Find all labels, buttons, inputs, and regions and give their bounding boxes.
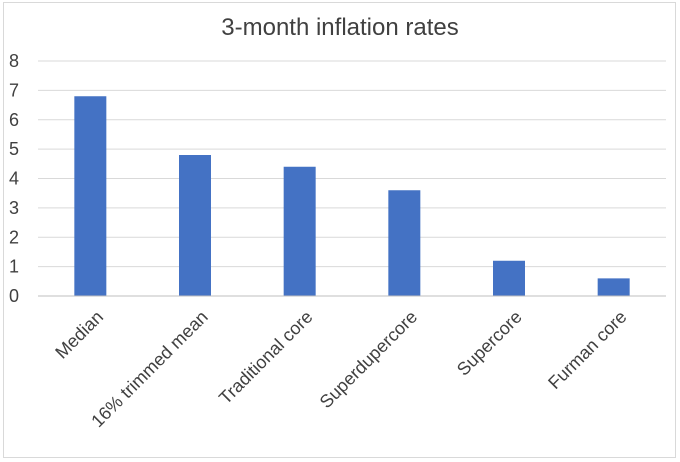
x-category-label: Supercore	[453, 307, 526, 380]
x-category-label: Superdupercore	[316, 307, 421, 412]
gridlines	[38, 60, 666, 268]
bar-superdupercore	[388, 190, 421, 296]
bar-16-trimmed-mean	[179, 155, 211, 296]
bar-traditional-core	[283, 166, 316, 296]
y-tick-label: 0	[9, 286, 19, 306]
y-tick-label: 7	[9, 80, 19, 100]
y-tick-label: 8	[9, 51, 19, 71]
x-category-label: Median	[51, 307, 107, 363]
y-tick-label: 6	[9, 110, 19, 130]
y-tick-label: 1	[9, 257, 19, 277]
x-category-label: Traditional core	[215, 307, 316, 408]
y-tick-label: 2	[9, 227, 19, 247]
chart-frame	[3, 2, 676, 458]
chart-title: 3-month inflation rates	[221, 14, 458, 41]
x-category-label: 16% trimmed mean	[87, 307, 211, 431]
y-tick-label: 4	[9, 169, 19, 189]
bar-supercore	[493, 260, 525, 296]
bars	[74, 96, 630, 296]
bar-median	[74, 96, 107, 296]
y-tick-label: 3	[9, 198, 19, 218]
y-axis-tick-labels: 0 1 2 3 4 5 6 7 8	[9, 51, 19, 306]
bar-furman-core	[597, 278, 630, 296]
x-category-label: Furman core	[544, 307, 630, 393]
y-tick-label: 5	[9, 139, 19, 159]
